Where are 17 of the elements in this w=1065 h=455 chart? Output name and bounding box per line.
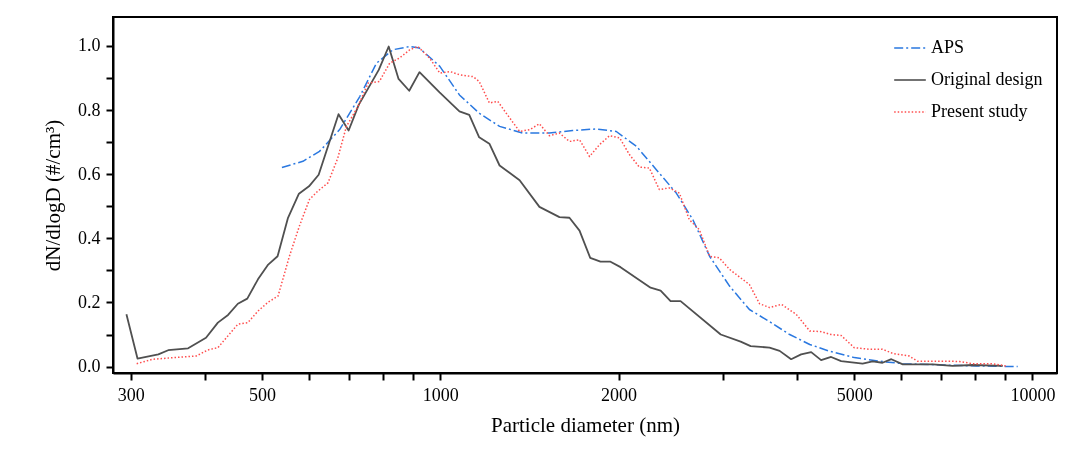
legend-label: Present study: [931, 101, 1028, 121]
x-tick-label: 500: [249, 384, 277, 405]
x-tick-label: 300: [117, 384, 145, 405]
x-tick-label: 10000: [1010, 384, 1056, 405]
x-tick-label: 2000: [601, 384, 638, 405]
y-tick-label: 0.4: [78, 227, 101, 248]
y-tick-label: 0.8: [78, 99, 101, 120]
y-tick-label: 0.6: [78, 163, 101, 184]
legend-label: Original design: [931, 69, 1043, 89]
x-axis-title: Particle diameter (nm): [491, 412, 680, 437]
y-axis-title: dN/dlogD (#/cm³): [41, 119, 65, 272]
y-tick-label: 0.0: [78, 356, 101, 377]
x-tick-label: 1000: [422, 384, 459, 405]
legend-label: APS: [931, 37, 965, 57]
y-tick-label: 1.0: [78, 35, 101, 56]
x-tick-label: 5000: [836, 384, 873, 405]
y-tick-label: 0.2: [78, 291, 101, 312]
